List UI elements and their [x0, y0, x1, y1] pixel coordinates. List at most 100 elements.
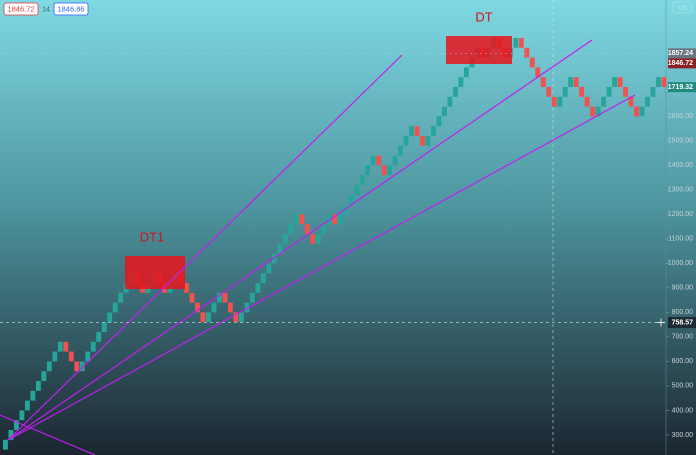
- renko-brick: [310, 233, 316, 244]
- renko-brick: [3, 439, 8, 450]
- renko-brick: [321, 224, 327, 234]
- price-badge: [668, 58, 696, 69]
- y-tick-label: 400.00: [672, 407, 694, 414]
- renko-brick: [19, 410, 25, 421]
- renko-brick: [46, 361, 52, 372]
- renko-brick: [403, 135, 409, 146]
- y-tick-label: 1000.00: [668, 260, 693, 267]
- renko-brick: [387, 165, 393, 176]
- renko-brick: [24, 400, 30, 411]
- trend-lines: [0, 39, 636, 455]
- renko-brick: [30, 390, 36, 401]
- renko-brick: [431, 126, 436, 136]
- renko-brick: [222, 292, 228, 303]
- ask-box[interactable]: [53, 2, 89, 16]
- renko-brick: [184, 282, 189, 293]
- quantity: 14: [42, 6, 50, 13]
- renko-brick: [57, 341, 63, 352]
- pattern-box: [125, 256, 185, 289]
- annotation-label: DT: [475, 9, 492, 24]
- renko-brick: [227, 302, 233, 313]
- renko-brick: [343, 204, 349, 215]
- renko-brick: [63, 341, 69, 352]
- y-tick-label: 1200.00: [668, 211, 693, 218]
- y-tick-label: 700.00: [672, 334, 694, 341]
- renko-brick: [612, 77, 618, 87]
- renko-brick: [661, 77, 667, 87]
- renko-brick: [573, 77, 579, 87]
- trend-line: [7, 94, 636, 441]
- renko-brick: [96, 332, 102, 342]
- renko-brick: [601, 96, 607, 107]
- renko-brick: [260, 273, 266, 283]
- renko-brick: [639, 106, 645, 117]
- renko-brick: [425, 135, 431, 146]
- renko-brick: [304, 224, 310, 234]
- renko-brick: [595, 106, 601, 117]
- renko-brick: [584, 96, 590, 107]
- renko-brick: [101, 322, 107, 333]
- crosshair-badge: [668, 317, 696, 329]
- bid-price: 1846.72: [7, 4, 34, 13]
- renko-brick: [420, 135, 425, 146]
- price-badge-label: 1846.72: [668, 60, 693, 67]
- renko-brick: [656, 77, 661, 87]
- renko-brick: [359, 175, 365, 185]
- renko-brick: [255, 282, 261, 293]
- renko-brick: [442, 106, 447, 117]
- renko-brick: [590, 106, 596, 117]
- currency-box: [672, 1, 693, 14]
- renko-brick: [645, 96, 650, 107]
- renko-brick: [52, 351, 58, 362]
- renko-brick: [200, 312, 206, 323]
- renko-brick: [107, 312, 113, 323]
- renko-brick: [244, 302, 250, 313]
- renko-brick: [74, 361, 80, 372]
- renko-brick: [365, 165, 371, 176]
- renko-brick: [266, 263, 272, 274]
- renko-brick: [634, 106, 639, 117]
- y-tick-label: 900.00: [672, 285, 694, 292]
- trend-line: [7, 39, 593, 441]
- trend-line: [0, 414, 96, 455]
- renko-brick: [68, 351, 74, 362]
- renko-brick: [8, 430, 14, 440]
- renko-brick: [217, 292, 222, 303]
- renko-brick: [13, 420, 19, 431]
- renko-brick: [85, 351, 91, 362]
- price-badge-label: 1719.32: [668, 84, 693, 91]
- renko-brick: [238, 312, 244, 323]
- renko-brick: [623, 86, 628, 97]
- renko-brick: [249, 292, 255, 303]
- renko-brick: [41, 371, 47, 382]
- crosshair-plus: [657, 318, 665, 327]
- renko-brick: [35, 381, 41, 391]
- renko-brick: [463, 67, 469, 78]
- currency: US: [678, 5, 688, 12]
- price-badge: [668, 82, 696, 93]
- renko-brick: [376, 155, 382, 166]
- renko-brick: [299, 214, 305, 225]
- renko-brick: [277, 243, 283, 254]
- renko-brick: [271, 253, 277, 264]
- renko-brick: [381, 165, 387, 176]
- y-tick-label: 600.00: [672, 358, 694, 365]
- renko-brick: [513, 37, 519, 48]
- ask-price: 1846.86: [57, 4, 84, 13]
- renko-brick: [118, 292, 124, 303]
- y-tick-label: 1400.00: [668, 162, 693, 169]
- renko-brick: [233, 312, 239, 323]
- annotation-label: DT1: [140, 229, 165, 244]
- bid-box[interactable]: [3, 2, 39, 16]
- renko-brick: [447, 96, 453, 107]
- price-badge: [668, 48, 696, 59]
- y-tick-label: 1500.00: [668, 138, 693, 145]
- renko-brick: [293, 214, 299, 225]
- renko-brick: [535, 67, 541, 78]
- renko-brick: [452, 86, 458, 97]
- renko-brick: [557, 96, 563, 107]
- renko-brick: [562, 86, 568, 97]
- renko-brick: [206, 312, 211, 323]
